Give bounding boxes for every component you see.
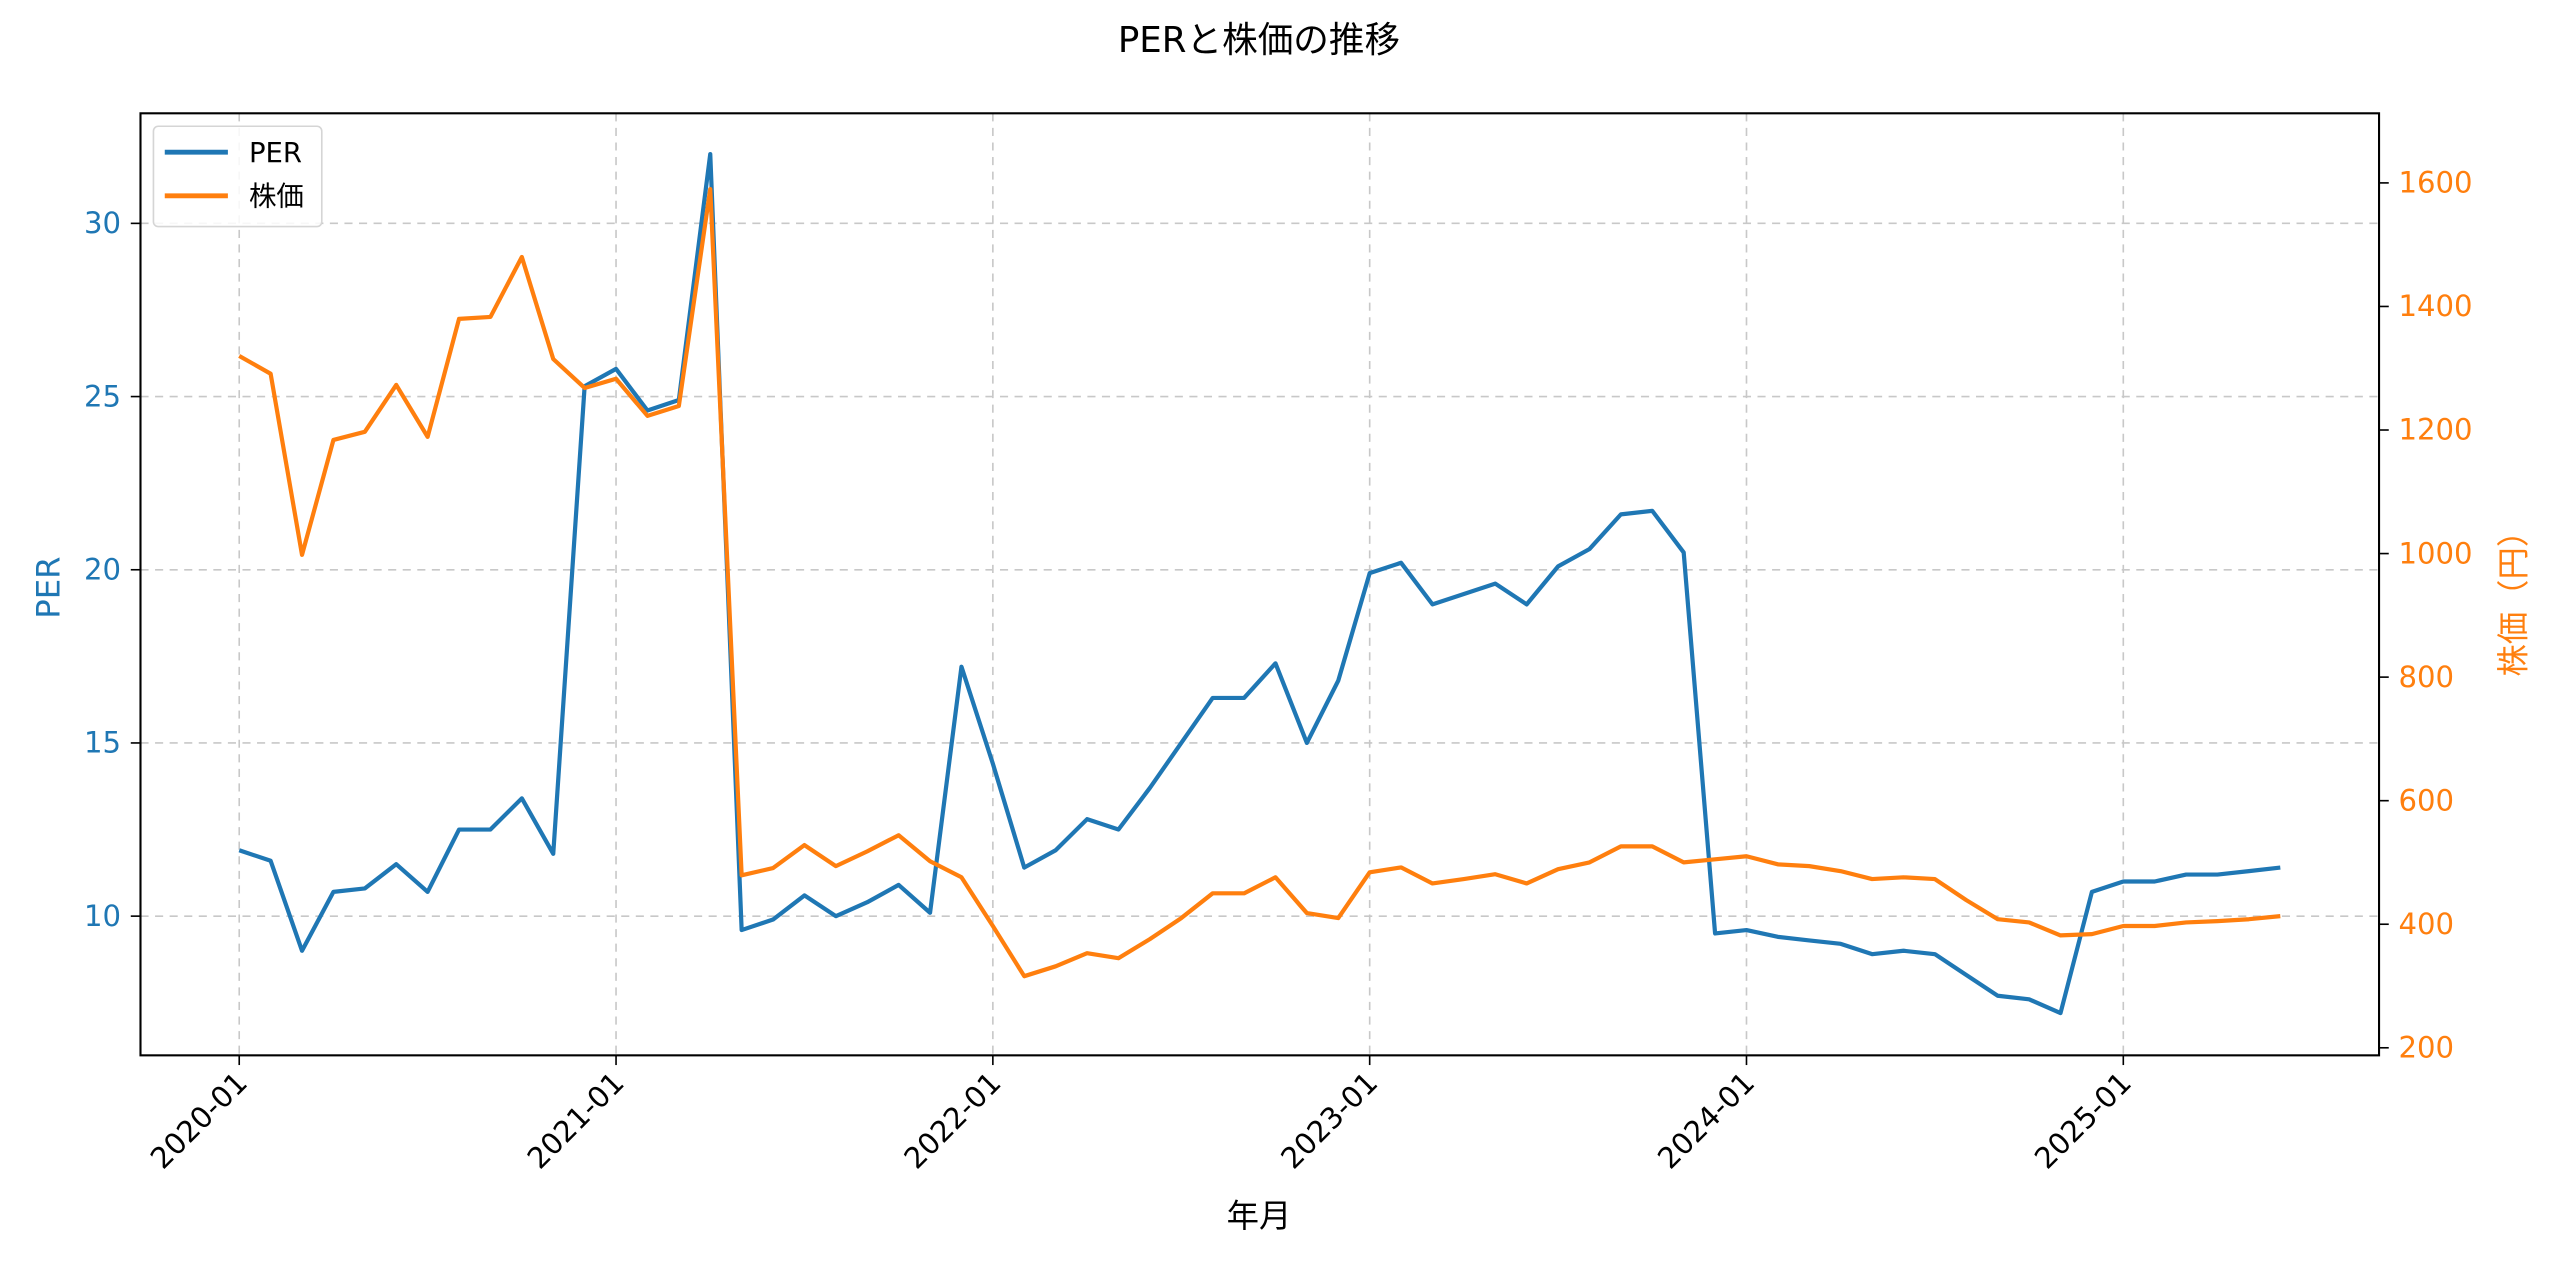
right-tick-label: 800 (2398, 660, 2454, 694)
x-axis-title: 年月 (1227, 1197, 1292, 1235)
x-tick-label: 2022-01 (897, 1065, 1007, 1175)
left-tick-label: 10 (84, 899, 121, 933)
right-tick-label: 600 (2398, 783, 2454, 817)
left-tick-label: 30 (84, 206, 121, 240)
plot-area-frame (139, 112, 2381, 1057)
legend-label-price: 株価 (249, 181, 304, 213)
left-tick-label: 15 (84, 726, 121, 760)
right-y-axis: 200 400 600 800 1000 1200 1400 1600 (2379, 166, 2473, 1065)
chart-title: PERと株価の推移 (1118, 20, 1400, 61)
legend-label-per: PER (249, 137, 302, 169)
series-lines (238, 151, 2281, 1016)
right-tick-label: 1000 (2398, 536, 2472, 570)
right-axis-title: 株価（円） (2495, 515, 2533, 677)
right-tick-label: 1400 (2398, 289, 2472, 323)
right-tick-label: 1600 (2398, 166, 2472, 200)
left-tick-label: 25 (84, 379, 121, 413)
x-tick-label: 2023-01 (1274, 1065, 1384, 1175)
left-tick-label: 20 (84, 552, 121, 586)
per-line (238, 151, 2281, 1016)
left-axis-title: PER (30, 556, 68, 618)
grid-lines (140, 113, 2380, 1056)
right-tick-label: 200 (2398, 1031, 2454, 1065)
x-axis: 2020-01 2021-01 2022-01 2023-01 2024-01 2025-… (144, 1055, 2138, 1175)
legend: PER 株価 (152, 125, 323, 228)
right-tick-label: 1200 (2398, 413, 2472, 447)
x-tick-label: 2021-01 (521, 1065, 631, 1175)
right-tick-label: 400 (2398, 907, 2454, 941)
left-y-axis: 10 15 20 25 30 (84, 206, 141, 933)
x-tick-label: 2020-01 (144, 1065, 254, 1175)
x-tick-label: 2025-01 (2028, 1065, 2138, 1175)
x-tick-label: 2024-01 (1651, 1065, 1761, 1175)
price-line (238, 186, 2281, 979)
